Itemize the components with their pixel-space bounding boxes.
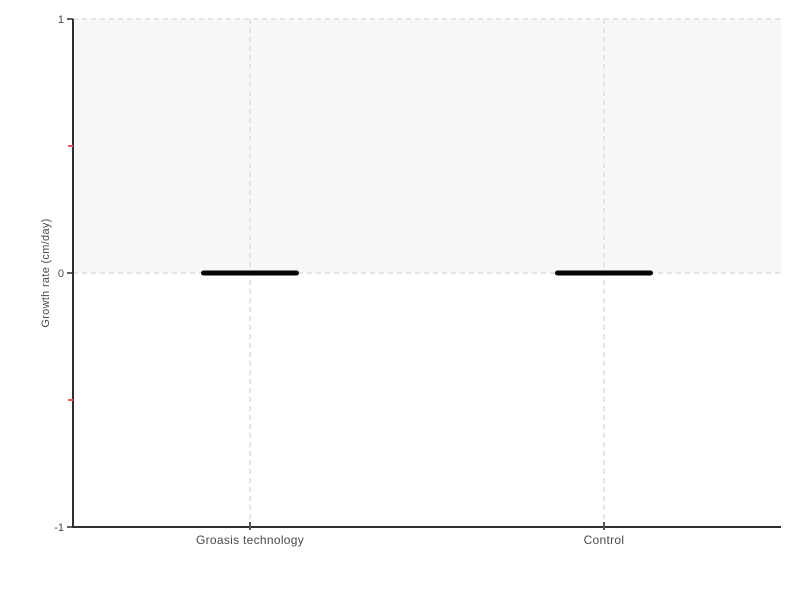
y-axis-label: Growth rate (cm/day) — [40, 218, 52, 328]
x-category-label: Control — [584, 533, 625, 547]
y-tick-label: 0 — [58, 268, 64, 280]
plot-band — [73, 19, 781, 273]
x-category-label: Groasis technology — [196, 533, 304, 547]
y-tick-label: -1 — [54, 522, 64, 534]
y-tick-label: 1 — [58, 14, 64, 26]
bar — [201, 270, 299, 276]
bar — [555, 270, 653, 276]
